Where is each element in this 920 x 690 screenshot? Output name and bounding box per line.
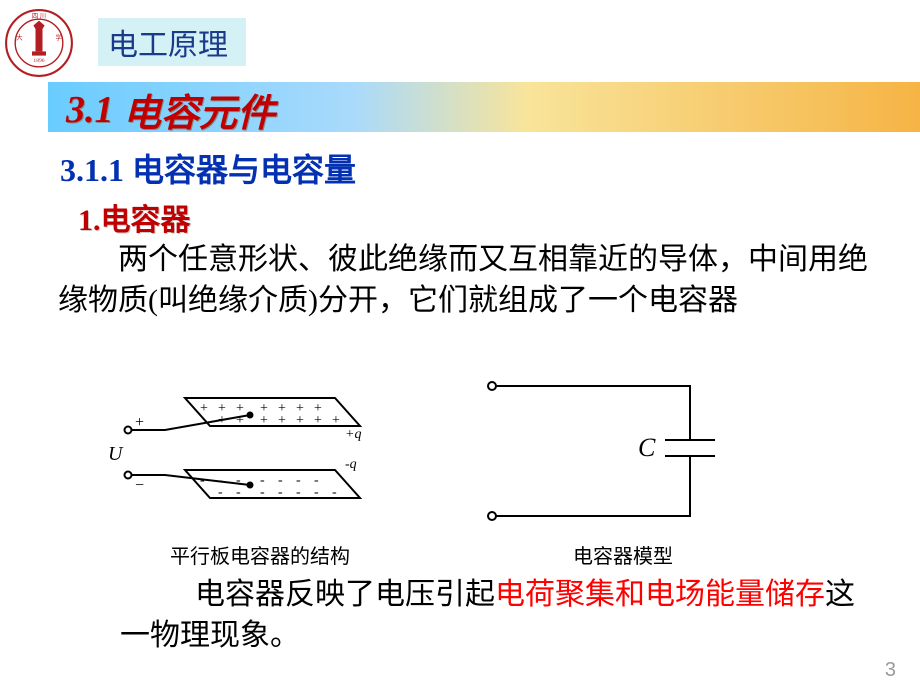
logo-year: 1896 [33,58,44,64]
svg-text:+: + [296,413,304,428]
section-heading-bar: 3.1 电容元件 [48,82,920,132]
figures-row: +++ ++++ +++ ++++ --- ---- --- ---- U + … [90,370,830,560]
svg-text:学: 学 [55,33,61,42]
svg-text:+: + [236,413,244,428]
p2-pre: 电容器反映了电压引起 [195,578,495,611]
svg-text:-q: -q [345,457,357,472]
university-logo: 1896 四 川 大 学 [4,8,74,78]
svg-text:−: − [135,477,144,494]
svg-text:+: + [314,413,322,428]
page-number: 3 [885,659,896,682]
svg-text:+: + [332,413,340,428]
svg-text:-: - [296,485,301,500]
svg-text:+: + [200,401,208,416]
figure1-caption: 平行板电容器的结构 [170,540,350,569]
svg-text:-: - [314,485,319,500]
svg-text:-: - [236,485,241,500]
svg-text:C: C [638,433,656,462]
subsection-title: 电容器与电容量 [124,152,356,188]
figure2-caption: 电容器模型 [573,540,673,569]
sub2-title: 电容器 [101,204,191,237]
svg-text:+: + [278,413,286,428]
paragraph-1: 两个任意形状、彼此绝缘而又互相靠近的导体，中间用绝缘物质(叫绝缘介质)分开，它们… [58,240,873,321]
svg-text:-: - [218,485,223,500]
sub2-number: 1. [78,204,101,237]
subsection-number: 3.1.1 [60,152,124,188]
svg-text:+: + [260,413,268,428]
parallel-plate-diagram: +++ ++++ +++ ++++ --- ---- --- ---- U + … [90,370,400,535]
section-title: 电容元件 [114,93,276,135]
svg-text:-: - [332,485,337,500]
svg-text:+: + [135,414,144,431]
svg-text:四 川: 四 川 [32,12,46,20]
capacitor-model-diagram: C [470,370,730,535]
svg-text:大: 大 [16,33,23,42]
course-title: 电工原理 [98,18,246,66]
section-number: 3.1 [48,89,114,131]
svg-text:-: - [260,485,265,500]
svg-text:U: U [108,443,124,465]
subsubsection-heading: 1.电容器 [78,195,191,239]
p2-highlight: 电荷聚集和电场能量储存 [495,578,825,611]
paragraph-2: 电容器反映了电压引起电荷聚集和电场能量储存这一物理现象。 [120,575,860,656]
svg-text:+q: +q [345,427,361,442]
subsection-heading: 3.1.1 电容器与电容量 [60,145,356,191]
svg-text:-: - [278,485,283,500]
